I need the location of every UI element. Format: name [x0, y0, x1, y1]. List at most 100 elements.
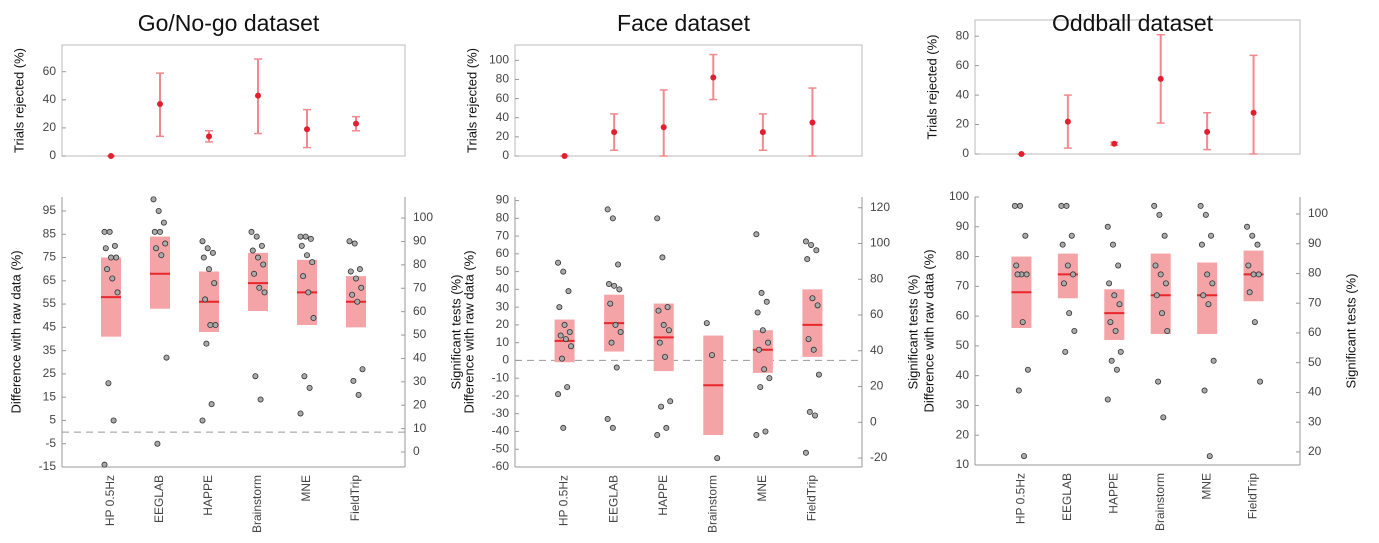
data-point	[254, 254, 261, 261]
mean-marker	[1064, 118, 1071, 125]
y2-axis-label: Significant tests (%)	[905, 275, 920, 390]
x-tick-label: HAPPE	[1106, 473, 1120, 514]
data-point	[754, 309, 761, 316]
data-point	[809, 295, 816, 302]
x-tick-label: Brainstorm	[1153, 473, 1167, 531]
mean-marker	[710, 74, 717, 81]
y2-tick-label: 40	[1308, 385, 1322, 399]
mean-marker	[255, 92, 261, 99]
data-point	[755, 346, 762, 353]
y2-tick-label: 60	[1308, 325, 1322, 339]
y-tick-label: 50	[956, 338, 970, 352]
data-point	[1210, 357, 1217, 364]
data-point	[1104, 223, 1111, 230]
x-tick-label: MNE	[755, 475, 769, 502]
data-point	[1155, 378, 1162, 385]
data-point	[613, 364, 620, 371]
data-point	[605, 281, 612, 288]
x-tick-label: HAPPE	[201, 475, 215, 516]
data-point	[1255, 271, 1262, 278]
data-point	[757, 384, 764, 391]
data-point	[1059, 241, 1066, 248]
y2-axis-label: Significant tests (%)	[448, 275, 463, 390]
data-point	[160, 219, 167, 226]
y-tick-label: 10	[496, 335, 510, 349]
data-point	[612, 321, 619, 328]
data-point	[205, 266, 212, 273]
y-tick-label: -40	[492, 424, 510, 438]
y-tick-label: 60	[496, 246, 510, 260]
data-point	[667, 398, 674, 405]
data-point	[352, 275, 359, 282]
data-point	[658, 403, 665, 410]
data-point	[703, 320, 710, 327]
y-tick-label: -60	[492, 459, 510, 473]
data-point	[102, 245, 109, 252]
data-point	[310, 315, 317, 322]
data-point	[252, 373, 259, 380]
data-point	[199, 238, 206, 245]
data-point	[555, 259, 562, 266]
data-point	[654, 432, 661, 439]
data-point	[565, 288, 572, 295]
data-point	[1164, 327, 1171, 334]
data-point	[562, 336, 569, 343]
y2-tick-label: 40	[870, 343, 884, 357]
y-tick-label: 30	[956, 398, 970, 412]
y-tick-label: 100	[489, 52, 509, 66]
data-point	[1011, 202, 1018, 209]
data-point	[615, 261, 622, 268]
data-point	[1019, 319, 1026, 326]
data-point	[1108, 357, 1115, 364]
y-tick-label: 30	[496, 299, 510, 313]
y-tick-label: 10	[956, 457, 970, 471]
data-point	[659, 254, 666, 261]
data-point	[151, 228, 158, 235]
mean-marker	[1111, 140, 1118, 147]
y-tick-label: 80	[496, 210, 510, 224]
data-point	[608, 339, 615, 346]
data-point	[1206, 453, 1213, 460]
y2-tick-label: 80	[413, 257, 427, 271]
chart-title: Face dataset	[617, 10, 751, 36]
data-point	[354, 298, 361, 305]
data-point	[654, 215, 661, 222]
data-point	[1062, 348, 1069, 355]
data-point	[309, 259, 316, 266]
data-point	[351, 240, 358, 247]
data-point	[1245, 262, 1252, 269]
data-point	[753, 432, 760, 439]
data-point	[162, 240, 169, 247]
data-point	[762, 428, 769, 435]
y-tick-label: 80	[956, 249, 970, 263]
mean-marker	[206, 133, 212, 140]
y-tick-label: 0	[49, 148, 56, 162]
data-point	[665, 327, 672, 334]
x-tick-label: EEGLAB	[606, 475, 620, 523]
data-point	[258, 242, 265, 249]
data-point	[158, 252, 165, 259]
y-tick-label: -50	[492, 441, 510, 455]
data-point	[156, 228, 163, 235]
data-point	[1251, 319, 1258, 326]
data-point	[1106, 280, 1113, 287]
data-point	[305, 289, 312, 296]
y2-tick-label: 30	[413, 374, 427, 388]
data-point	[203, 340, 210, 347]
y-tick-label: 90	[956, 219, 970, 233]
y-tick-label: 85	[43, 226, 57, 240]
y-tick-label: 70	[496, 228, 510, 242]
data-point	[1254, 241, 1261, 248]
data-point	[1070, 271, 1077, 278]
y-tick-label: 40	[956, 87, 970, 101]
data-point	[303, 252, 310, 259]
data-point	[663, 424, 670, 431]
data-point	[1201, 387, 1208, 394]
y-tick-label: 50	[496, 264, 510, 278]
box	[150, 236, 170, 309]
data-point	[1209, 280, 1216, 287]
x-tick-label: FieldTrip	[348, 475, 362, 522]
data-point	[617, 328, 624, 335]
data-point	[302, 233, 309, 240]
data-point	[611, 282, 618, 289]
